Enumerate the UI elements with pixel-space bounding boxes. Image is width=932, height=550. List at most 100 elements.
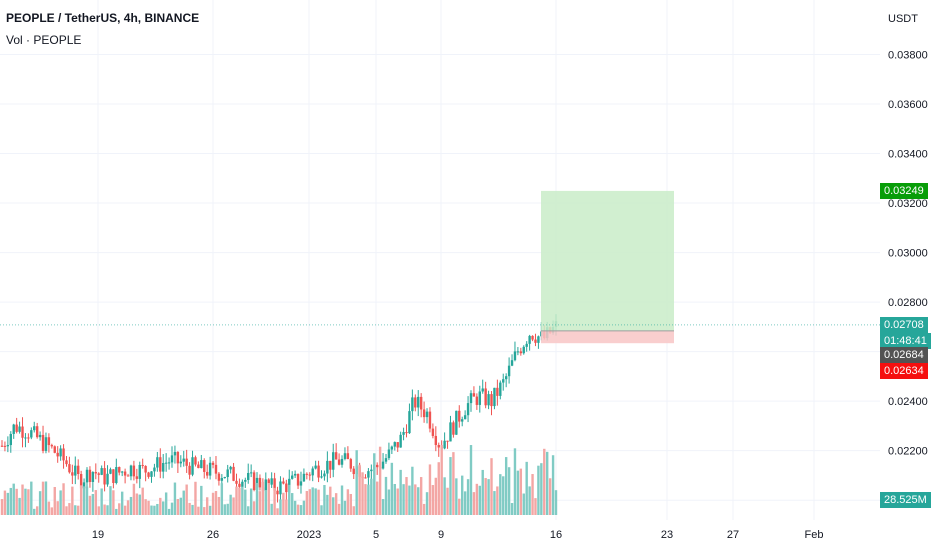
volume-bar (170, 502, 174, 515)
candle-body (176, 451, 180, 464)
candle-body (340, 458, 344, 465)
time-tick-label: 5 (373, 529, 379, 541)
volume-bar (499, 474, 502, 515)
price-tick-label: 0.03800 (888, 49, 928, 61)
candle-body (241, 481, 244, 487)
volume-bar (554, 490, 558, 515)
volume-bar (478, 485, 481, 515)
volume-bar (323, 485, 326, 515)
candle-body (481, 388, 484, 392)
candles (0, 314, 558, 503)
volume-bar (490, 458, 493, 515)
candle-body (226, 469, 229, 478)
volume-bar (484, 478, 487, 515)
volume-bar (162, 501, 165, 515)
price-tick-label: 0.03200 (888, 198, 928, 210)
candle-body (311, 468, 314, 476)
volume-bar (205, 497, 209, 515)
candle-body (285, 483, 288, 493)
candle-body (390, 446, 394, 450)
symbol-title[interactable]: PEOPLE / TetherUS, 4h, BINANCE (6, 11, 200, 25)
candle-body (282, 481, 285, 484)
candle-body (329, 460, 332, 470)
candle-body (159, 457, 162, 472)
volume-bar (59, 490, 62, 515)
volume-bar (229, 494, 232, 515)
volume-bar (135, 493, 139, 515)
volume-bar (153, 505, 156, 515)
candle-body (326, 460, 329, 474)
volume-bar (123, 505, 127, 515)
candle-body (120, 471, 124, 473)
candle-body (112, 469, 115, 483)
candle-body (510, 360, 514, 366)
volume-bar (481, 469, 484, 515)
volume-bar (516, 470, 520, 515)
volume-bar (247, 506, 250, 515)
candle-body (475, 396, 479, 405)
volume-bar (510, 503, 514, 515)
candle-body (414, 397, 417, 408)
candle-body (258, 477, 262, 488)
price-tick-label: 0.03400 (888, 149, 928, 161)
time-tick-label: 16 (550, 529, 562, 541)
candle-body (417, 396, 420, 408)
candle-body (91, 472, 95, 482)
candle-body (18, 426, 21, 432)
volume-bar (203, 507, 206, 515)
volume-bar (387, 489, 391, 515)
volume-bar (0, 499, 4, 515)
candle-body (487, 394, 490, 406)
volume-bar (288, 484, 291, 515)
candle-body (317, 465, 320, 478)
candle-body (188, 465, 191, 475)
entry-price-badge: 0.02684 (880, 346, 928, 363)
candle-body (405, 432, 408, 434)
candle-body (402, 432, 405, 435)
volume-bar (308, 489, 311, 515)
volume-bar (390, 462, 394, 515)
candle-body (115, 467, 118, 483)
candle-body (343, 453, 347, 459)
candle-body (273, 478, 276, 491)
candle-body (88, 469, 92, 482)
candle-body (364, 477, 367, 479)
volume-bar (150, 505, 153, 515)
volume-bar (103, 504, 106, 515)
volume-bar (440, 444, 443, 515)
candle-body (320, 476, 323, 478)
stop-price-badge: 0.02634 (880, 363, 928, 380)
candle-body (144, 465, 147, 473)
candle-body (203, 460, 206, 472)
volume-bar (12, 483, 15, 515)
candle-body (47, 437, 51, 446)
volume-indicator-label[interactable]: Vol · PEOPLE (6, 33, 82, 47)
volume-bar (384, 476, 388, 515)
volume-bar (115, 508, 118, 515)
candle-body (472, 393, 476, 397)
candle-body (150, 471, 153, 477)
volume-bar (68, 503, 71, 515)
volume-bar (329, 486, 332, 515)
volume-bar (311, 487, 314, 515)
volume-bar (296, 504, 300, 515)
volume-bar (282, 492, 285, 515)
candle-body (449, 422, 452, 442)
candle-body (279, 481, 282, 495)
volume-bar (77, 505, 80, 515)
candle-body (59, 448, 62, 457)
candle-body (220, 478, 224, 481)
volume-bar (27, 489, 30, 515)
volume-bar (194, 481, 197, 515)
candle-body (525, 343, 528, 347)
volume-bar (305, 491, 309, 515)
volume-bar (285, 499, 288, 515)
price-axis (880, 0, 932, 550)
candle-body (217, 473, 221, 481)
volume-bar (343, 500, 347, 515)
candle-body (38, 434, 42, 438)
candle-body (478, 391, 481, 405)
candle-body (270, 478, 273, 485)
volume-bar (334, 493, 338, 515)
